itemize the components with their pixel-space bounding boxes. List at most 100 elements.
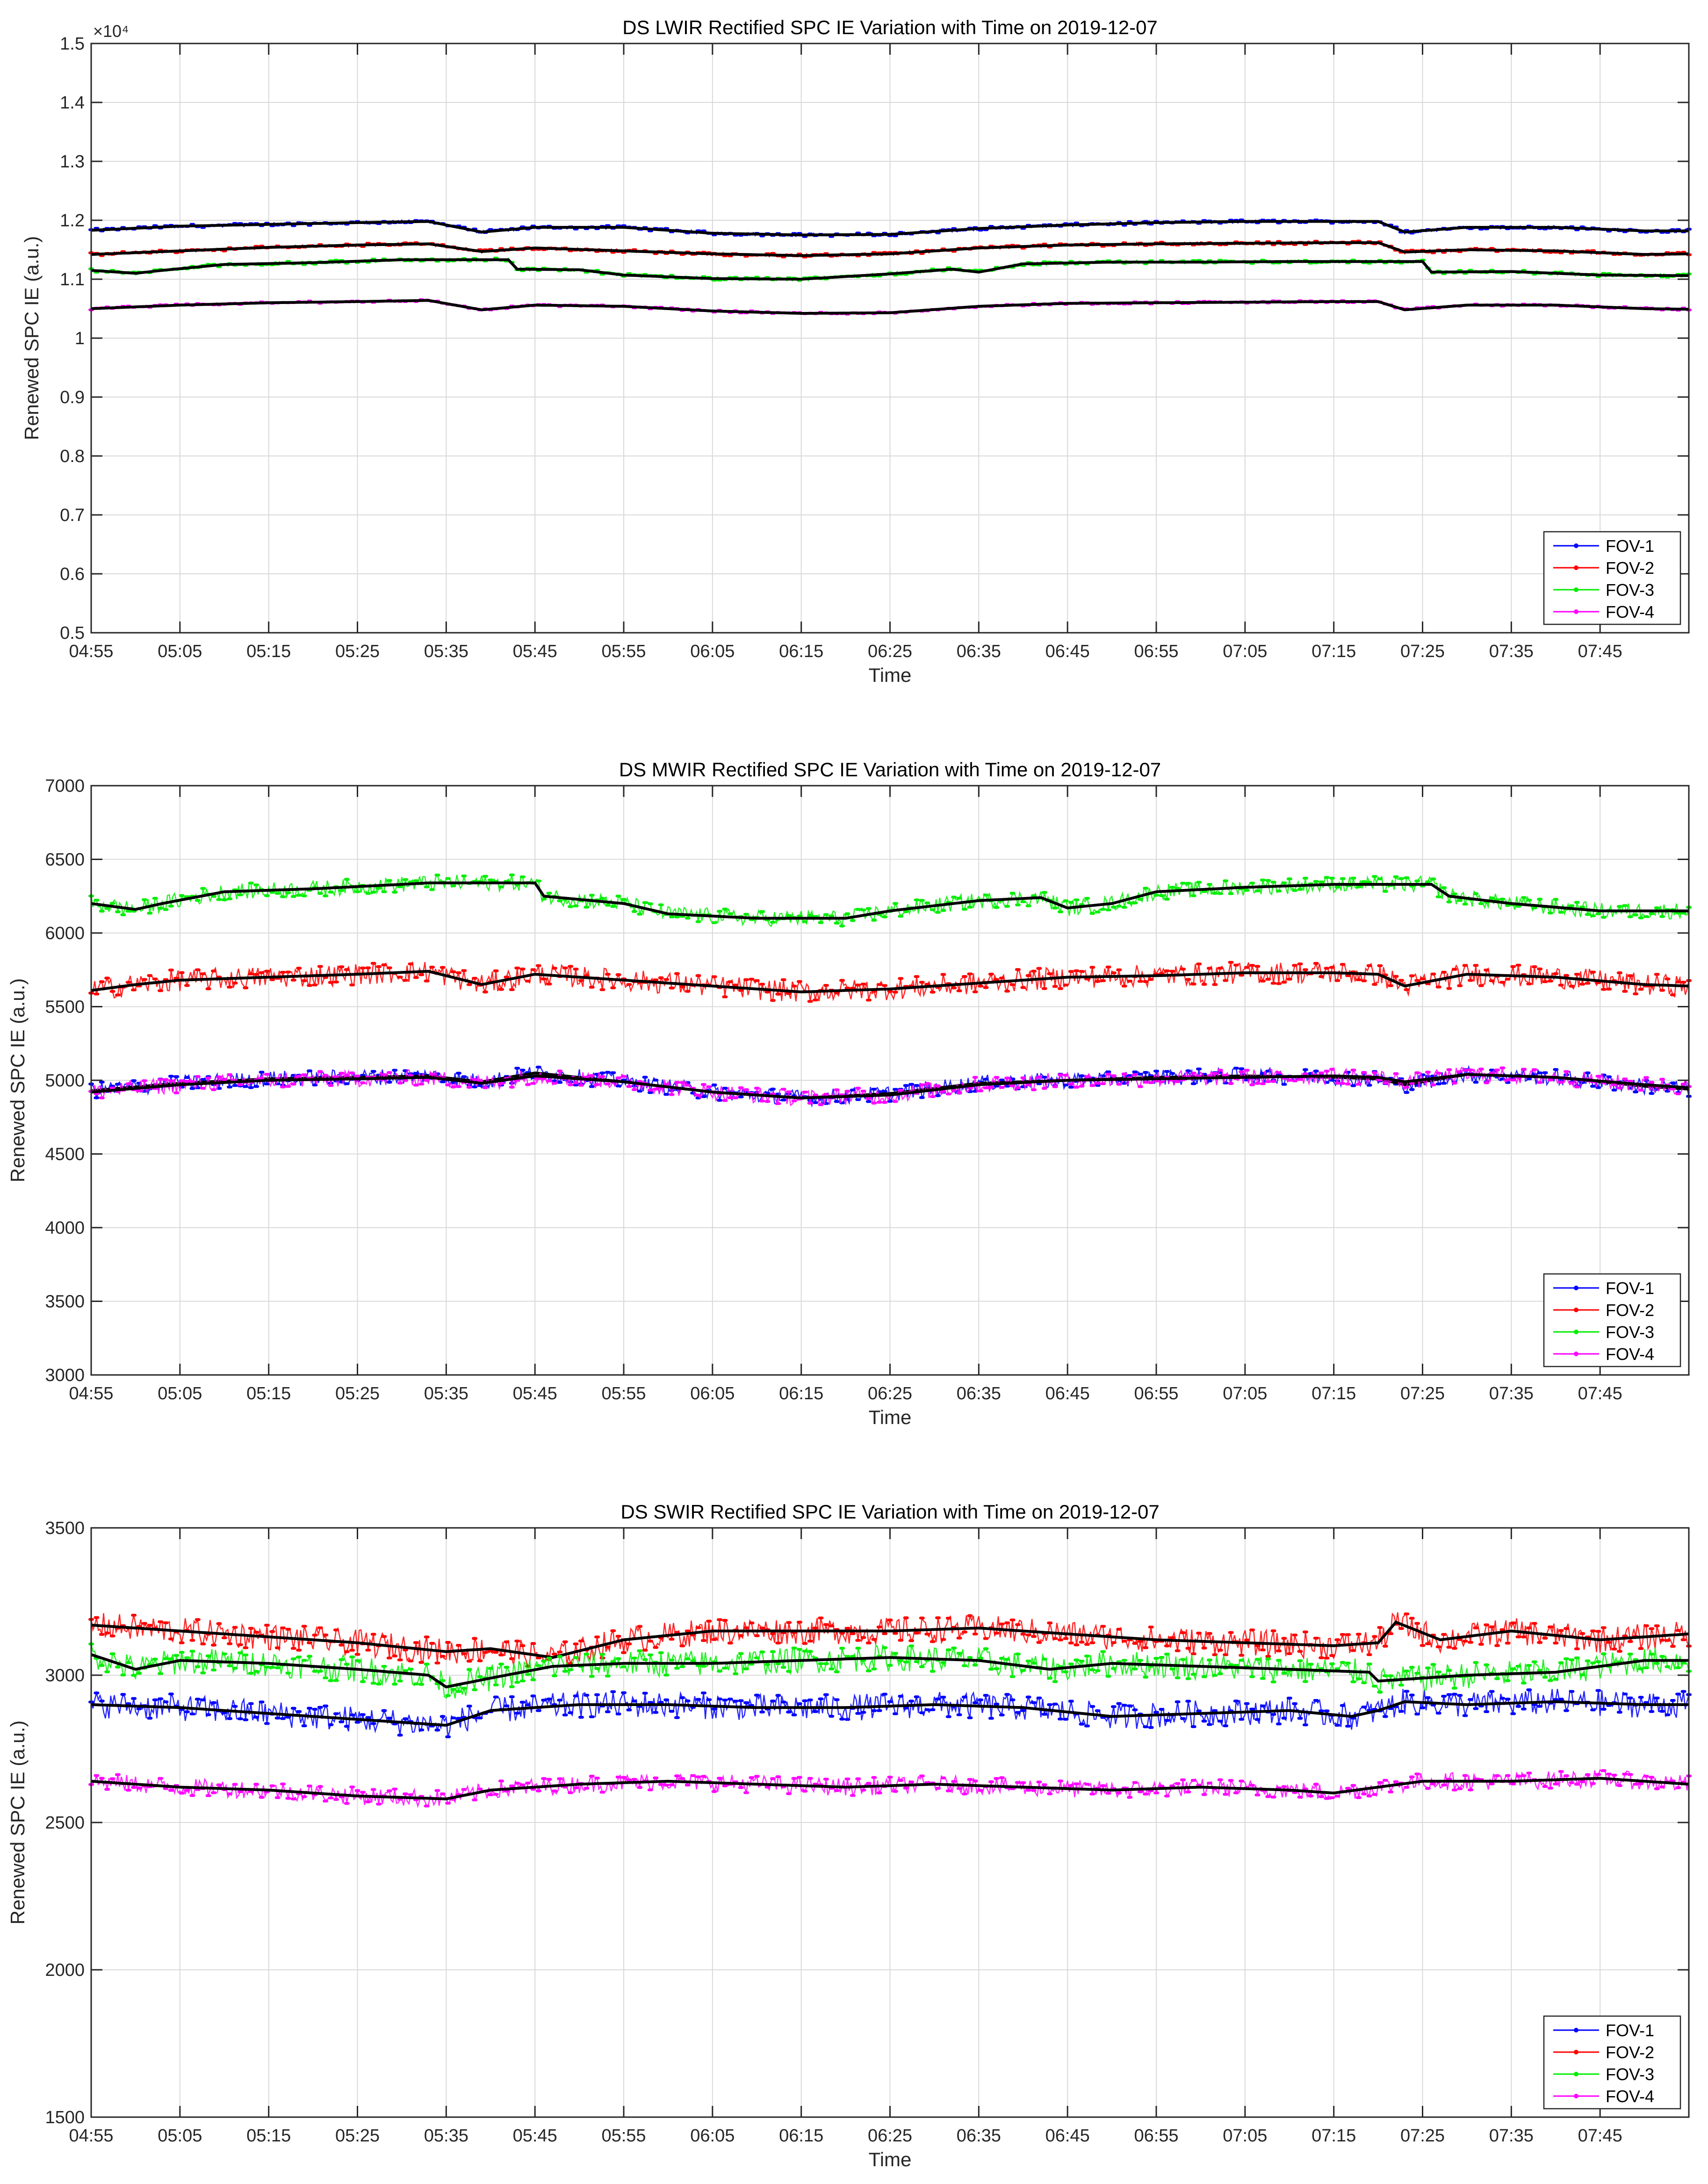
series-trend-line [91, 258, 1689, 281]
chart-panel-2: 04:55 05:05 05:15 05:25 05:35 05:45 05:55 06:05… [7, 759, 1692, 1428]
x-tick-label: 05:15 [246, 1384, 291, 1403]
y-tick-label: 3500 [45, 1519, 85, 1538]
y-tick-label: 0.9 [60, 388, 85, 407]
x-tick-label: 06:35 [957, 642, 1001, 661]
x-tick-label: 06:25 [868, 1384, 912, 1403]
legend-label: FOV-3 [1606, 580, 1654, 600]
y-tick-label: 6000 [45, 924, 85, 943]
y-axis: 1500 2000 2500 3000 3500 [45, 1519, 1689, 2127]
x-tick-label: 06:55 [1134, 1384, 1178, 1403]
x-tick-label: 05:25 [335, 642, 380, 661]
x-tick-label: 05:55 [601, 1384, 646, 1403]
y-axis-label: Renewed SPC IE (a.u.) [21, 236, 43, 441]
x-tick-label: 07:35 [1489, 2126, 1534, 2146]
legend-marker [1574, 587, 1578, 592]
series-trend-line [91, 1700, 1689, 1727]
legend-marker [1574, 2072, 1578, 2076]
legend-label: FOV-4 [1606, 602, 1654, 622]
series-trend-line [91, 1653, 1689, 1689]
legend-marker [1574, 2028, 1578, 2032]
x-axis-label: Time [869, 2148, 912, 2170]
x-tick-label: 07:15 [1312, 642, 1356, 661]
legend-label: FOV-3 [1606, 1323, 1654, 1342]
x-axis: 04:55 05:05 05:15 05:25 05:35 05:45 05:55 06:05… [69, 786, 1622, 1403]
x-axis: 04:55 05:05 05:15 05:25 05:35 05:45 05:55 06:05… [69, 1528, 1622, 2146]
y-tick-label: 4000 [45, 1218, 85, 1238]
chart-panel-3: 04:55 05:05 05:15 05:25 05:35 05:45 05:55 06:05… [7, 1501, 1692, 2170]
chart-title: DS LWIR Rectified SPC IE Variation with … [622, 16, 1158, 38]
y-tick-label: 1.3 [60, 152, 85, 172]
y-tick-label: 0.5 [60, 623, 85, 643]
y-tick-label: 0.6 [60, 564, 85, 584]
x-tick-label: 06:35 [957, 1384, 1001, 1403]
x-tick-label: 06:25 [868, 642, 912, 661]
series-trend-line [91, 1620, 1689, 1659]
x-tick-label: 07:25 [1400, 2126, 1445, 2146]
x-tick-label: 07:15 [1312, 2126, 1356, 2146]
x-tick-label: 06:55 [1134, 642, 1178, 661]
series-trend-line [91, 881, 1689, 920]
x-tick-label: 05:25 [335, 2126, 380, 2146]
x-tick-label: 05:05 [158, 2126, 202, 2146]
y-tick-label: 5000 [45, 1071, 85, 1091]
series-trend-line [91, 1777, 1689, 1801]
x-tick-label: 05:05 [158, 642, 202, 661]
legend-marker [1574, 565, 1578, 570]
legend-label: FOV-2 [1606, 1301, 1654, 1320]
x-tick-label: 06:45 [1045, 2126, 1090, 2146]
x-tick-label: 05:55 [601, 642, 646, 661]
legend-label: FOV-3 [1606, 2065, 1654, 2084]
y-tick-label: 2000 [45, 1960, 85, 1980]
x-tick-label: 05:35 [424, 1384, 468, 1403]
chart-title: DS SWIR Rectified SPC IE Variation with … [620, 1501, 1159, 1523]
x-tick-label: 05:55 [601, 2126, 646, 2146]
x-axis: 04:55 05:05 05:15 05:25 05:35 05:45 05:55 06:05… [69, 43, 1622, 661]
legend-label: FOV-4 [1606, 2087, 1654, 2106]
x-tick-label: 07:35 [1489, 642, 1534, 661]
x-tick-label: 06:55 [1134, 2126, 1178, 2146]
y-tick-label: 3500 [45, 1292, 85, 1312]
legend-marker [1574, 2094, 1578, 2098]
series-fov-2 [88, 961, 1692, 1003]
series-trend-line [91, 1073, 1689, 1099]
grid-lines [91, 1528, 1689, 2117]
x-tick-label: 06:35 [957, 2126, 1001, 2146]
legend-marker [1574, 2050, 1578, 2054]
x-axis-label: Time [869, 1406, 912, 1428]
y-tick-label: 0.7 [60, 506, 85, 525]
x-tick-label: 06:15 [779, 2126, 823, 2146]
legend-marker [1574, 609, 1578, 614]
legend-label: FOV-1 [1606, 2021, 1654, 2040]
legend: FOV-1 FOV-2 FOV-3 FOV-4 [1543, 2015, 1681, 2110]
series-fov-2 [88, 1612, 1692, 1668]
legend: FOV-1 FOV-2 FOV-3 FOV-4 [1543, 1273, 1681, 1367]
legend-marker [1574, 543, 1578, 548]
x-tick-label: 07:15 [1312, 1384, 1356, 1403]
legend-marker [1574, 1330, 1578, 1334]
x-tick-label: 05:15 [246, 642, 291, 661]
y-tick-label: 1.2 [60, 211, 85, 231]
series-fov-2 [88, 239, 1692, 259]
x-tick-label: 06:45 [1045, 1384, 1090, 1403]
y-tick-label: 1.5 [60, 34, 85, 54]
x-tick-label: 05:05 [158, 1384, 202, 1403]
y-tick-label: 7000 [45, 776, 85, 796]
x-tick-label: 05:25 [335, 1384, 380, 1403]
legend-marker [1574, 1286, 1578, 1290]
y-tick-label: 6500 [45, 850, 85, 870]
legend-label: FOV-1 [1606, 1279, 1654, 1298]
y-tick-label: 1.1 [60, 270, 85, 289]
x-tick-label: 07:45 [1578, 642, 1622, 661]
x-tick-label: 06:05 [690, 642, 735, 661]
x-tick-label: 04:55 [69, 1384, 113, 1403]
x-tick-label: 06:05 [690, 1384, 735, 1403]
y-tick-label: 1 [75, 329, 85, 348]
legend-label: FOV-4 [1606, 1345, 1654, 1364]
x-tick-label: 05:45 [513, 2126, 557, 2146]
x-tick-label: 04:55 [69, 642, 113, 661]
x-tick-label: 05:15 [246, 2126, 291, 2146]
y-tick-label: 4500 [45, 1145, 85, 1164]
x-tick-label: 07:45 [1578, 2126, 1622, 2146]
